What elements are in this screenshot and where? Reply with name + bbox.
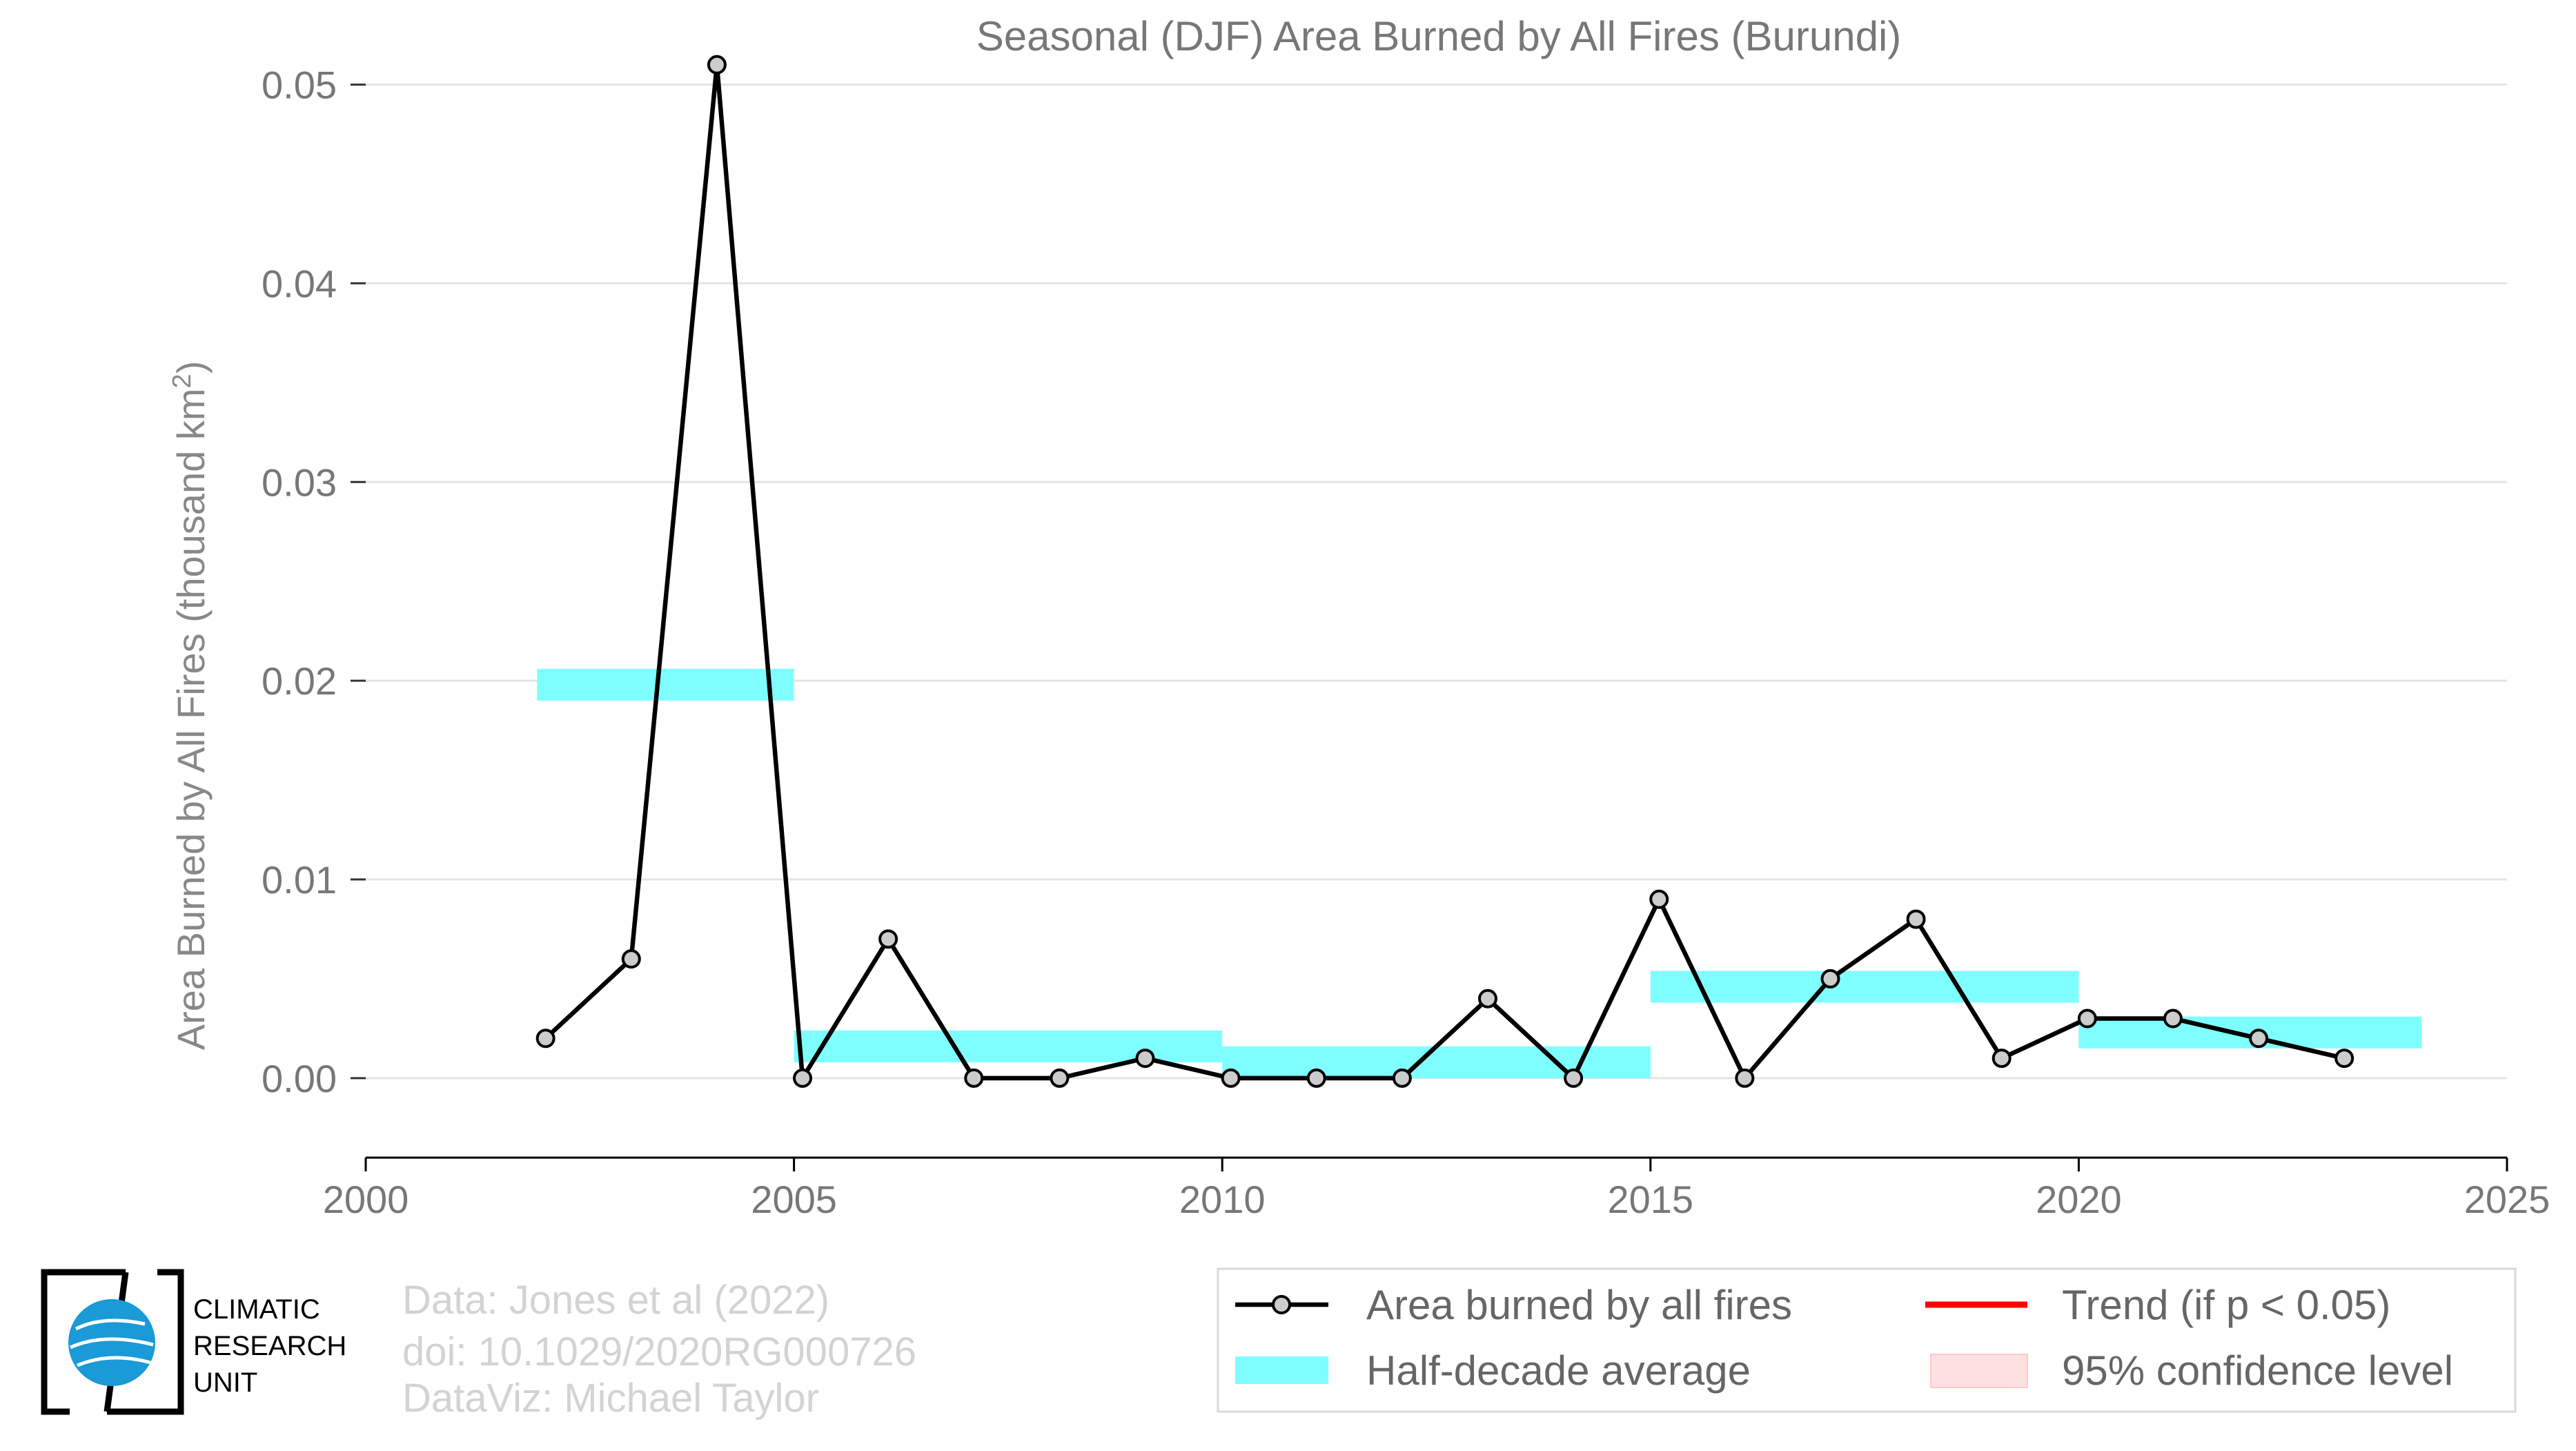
- legend: Area burned by all fires Trend (if p < 0…: [1217, 1267, 2517, 1413]
- legend-label-area: Area burned by all fires: [1366, 1282, 1792, 1328]
- grid-lines: [366, 84, 2507, 1080]
- half-decade-bar: [794, 1030, 1223, 1062]
- data-point: [1477, 989, 1497, 1009]
- logo-text-climatic: CLIMATIC: [193, 1294, 320, 1325]
- data-point: [1392, 1068, 1412, 1088]
- y-axis-label: Area Burned by All Fires (thousand km2): [168, 361, 213, 1050]
- credit-data: Data: Jones et al (2022): [402, 1278, 829, 1323]
- data-point: [535, 1029, 555, 1049]
- logo-text-research: RESEARCH: [193, 1331, 346, 1361]
- data-point: [621, 949, 641, 969]
- legend-label-trend: Trend (if p < 0.05): [2062, 1282, 2390, 1328]
- legend-swatch-half-decade: [1235, 1356, 1328, 1384]
- globe-swirl-icon: [69, 1318, 154, 1367]
- data-point: [2334, 1049, 2354, 1069]
- data-point: [2163, 1009, 2183, 1029]
- legend-label-confidence: 95% confidence level: [2062, 1347, 2453, 1394]
- x-tick-label: 2000: [323, 1178, 409, 1221]
- x-tick-label: 2025: [2464, 1178, 2550, 1221]
- cru-logo: CLIMATIC RESEARCH UNIT: [41, 1269, 346, 1415]
- y-tick-label: 0.02: [262, 659, 337, 703]
- data-point: [2077, 1009, 2097, 1029]
- x-tick-label: 2005: [751, 1178, 837, 1221]
- legend-box: [1217, 1267, 2517, 1413]
- data-point: [1221, 1068, 1241, 1088]
- data-point: [2249, 1029, 2269, 1049]
- data-point: [707, 55, 727, 75]
- logo-bracket-right: [107, 1269, 184, 1415]
- data-point: [964, 1068, 984, 1088]
- chart-title: Seasonal (DJF) Area Burned by All Fires …: [976, 13, 1902, 59]
- data-point: [878, 929, 898, 949]
- data-point: [1992, 1049, 2012, 1069]
- y-tick-label: 0.00: [262, 1057, 337, 1100]
- legend-swatch-area-marker: [1272, 1295, 1291, 1314]
- credit-doi: doi: 10.1029/2020RG000726: [402, 1330, 916, 1374]
- series-layer: [535, 55, 2354, 1088]
- y-tick-label: 0.01: [262, 858, 337, 902]
- data-point: [793, 1068, 813, 1088]
- y-tick-label: 0.03: [262, 460, 337, 504]
- data-point: [1306, 1068, 1326, 1088]
- logo-bracket-left: [41, 1269, 126, 1415]
- data-point: [1735, 1068, 1755, 1088]
- half-decade-bar: [2078, 1016, 2421, 1049]
- data-point: [1135, 1049, 1155, 1069]
- data-point: [1649, 889, 1669, 909]
- x-tick-label: 2015: [1608, 1178, 1694, 1221]
- half-decade-bar: [537, 668, 794, 701]
- half-decade-bar: [1650, 971, 2079, 1003]
- y-tick-label: 0.04: [262, 262, 337, 305]
- data-point: [1820, 968, 1840, 989]
- credit-dataviz: DataViz: Michael Taylor: [402, 1376, 819, 1421]
- x-axis: 2000 2005 2010 2015 2020 2025: [323, 1156, 2550, 1221]
- x-tick-label: 2010: [1179, 1178, 1266, 1221]
- y-tick-labels: 0.00 0.01 0.02 0.03 0.04 0.05: [262, 64, 366, 1100]
- legend-label-half-decade: Half-decade average: [1366, 1347, 1751, 1394]
- series-line: [544, 62, 2345, 1081]
- data-point: [1564, 1068, 1584, 1088]
- legend-swatch-confidence: [1930, 1354, 2028, 1388]
- data-point: [1906, 909, 1926, 929]
- half-decade-bars: [537, 668, 2421, 1078]
- data-point: [1050, 1068, 1070, 1088]
- logo-text-unit: UNIT: [193, 1367, 257, 1398]
- x-tick-label: 2020: [2036, 1178, 2122, 1221]
- y-tick-label: 0.05: [262, 64, 337, 107]
